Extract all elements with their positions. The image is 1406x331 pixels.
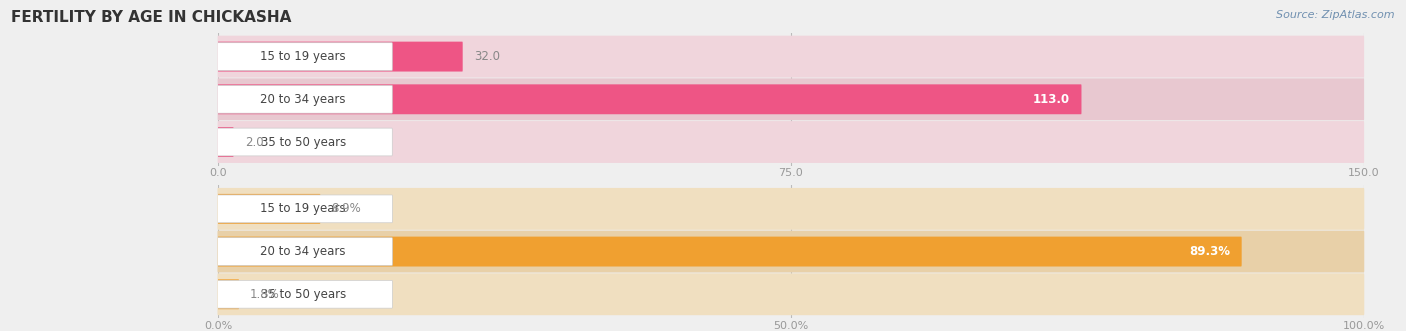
FancyBboxPatch shape (214, 85, 392, 113)
Text: 8.9%: 8.9% (332, 202, 361, 215)
FancyBboxPatch shape (218, 188, 1364, 230)
FancyBboxPatch shape (218, 273, 1364, 315)
Text: 20 to 34 years: 20 to 34 years (260, 245, 346, 258)
Text: 20 to 34 years: 20 to 34 years (260, 93, 346, 106)
Text: 113.0: 113.0 (1032, 93, 1070, 106)
FancyBboxPatch shape (218, 42, 463, 71)
Text: 32.0: 32.0 (474, 50, 501, 63)
FancyBboxPatch shape (214, 195, 392, 223)
Text: 15 to 19 years: 15 to 19 years (260, 202, 346, 215)
FancyBboxPatch shape (218, 36, 1364, 77)
Text: 35 to 50 years: 35 to 50 years (260, 288, 346, 301)
Text: Source: ZipAtlas.com: Source: ZipAtlas.com (1277, 10, 1395, 20)
Text: 89.3%: 89.3% (1188, 245, 1230, 258)
FancyBboxPatch shape (218, 279, 239, 309)
FancyBboxPatch shape (214, 43, 392, 71)
FancyBboxPatch shape (218, 84, 1081, 114)
FancyBboxPatch shape (218, 121, 1364, 163)
Text: 1.8%: 1.8% (250, 288, 280, 301)
FancyBboxPatch shape (218, 78, 1364, 120)
Text: 2.0: 2.0 (245, 135, 263, 149)
FancyBboxPatch shape (214, 280, 392, 308)
FancyBboxPatch shape (218, 237, 1241, 266)
Text: FERTILITY BY AGE IN CHICKASHA: FERTILITY BY AGE IN CHICKASHA (11, 10, 291, 25)
Text: 15 to 19 years: 15 to 19 years (260, 50, 346, 63)
FancyBboxPatch shape (218, 231, 1364, 272)
FancyBboxPatch shape (214, 238, 392, 265)
FancyBboxPatch shape (214, 128, 392, 156)
Text: 35 to 50 years: 35 to 50 years (260, 135, 346, 149)
FancyBboxPatch shape (218, 127, 233, 157)
FancyBboxPatch shape (218, 194, 321, 224)
